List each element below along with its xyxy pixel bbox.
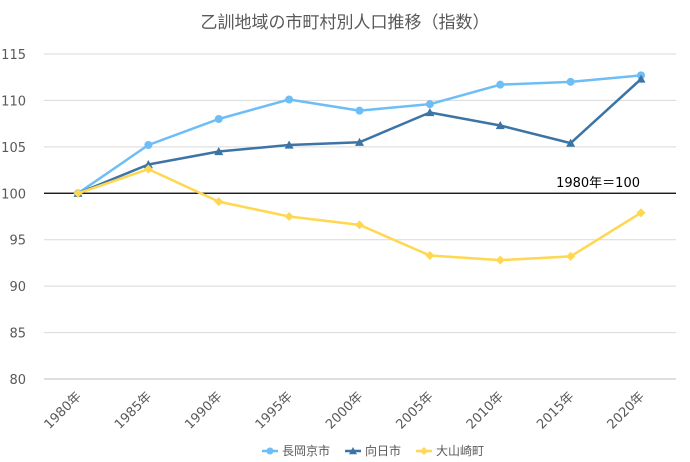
data-point bbox=[496, 80, 505, 89]
data-point bbox=[284, 212, 294, 221]
x-tick-label: 2015年 bbox=[534, 389, 577, 432]
legend-item: 向日市 bbox=[345, 443, 401, 458]
x-tick-label: 1990年 bbox=[182, 389, 225, 432]
legend-marker bbox=[266, 447, 274, 455]
data-point bbox=[495, 255, 505, 265]
legend-item: 長岡京市 bbox=[262, 443, 330, 458]
legend-marker bbox=[420, 447, 428, 455]
y-tick-label: 105 bbox=[1, 141, 26, 156]
data-point bbox=[355, 137, 364, 146]
y-tick-label: 90 bbox=[9, 280, 26, 295]
data-point bbox=[425, 251, 435, 260]
reference-line-label: 1980年＝100 bbox=[556, 176, 640, 191]
data-point bbox=[285, 95, 294, 104]
data-point bbox=[636, 74, 646, 83]
gridlines bbox=[44, 53, 676, 380]
y-tick-label: 100 bbox=[1, 187, 26, 202]
chart-title: 乙訓地域の市町村別人口推移（指数） bbox=[201, 13, 490, 33]
x-tick-label: 2010年 bbox=[464, 389, 507, 432]
series-2 bbox=[73, 164, 646, 265]
x-tick-label: 2005年 bbox=[394, 389, 437, 432]
legend-item: 大山崎町 bbox=[416, 444, 484, 458]
x-tick-label: 1980年 bbox=[42, 389, 85, 432]
x-tick-label: 2000年 bbox=[323, 389, 366, 432]
data-point bbox=[495, 121, 505, 130]
y-tick-label: 85 bbox=[9, 327, 26, 342]
data-point bbox=[143, 164, 153, 174]
y-tick-label: 110 bbox=[1, 94, 26, 109]
legend: 長岡京市 向日市 大山崎町 bbox=[262, 443, 484, 458]
legend-label: 長岡京市 bbox=[282, 443, 330, 458]
data-point bbox=[566, 251, 576, 261]
data-point bbox=[284, 140, 294, 149]
legend-label: 大山崎町 bbox=[436, 444, 484, 458]
reference-line-group: 1980年＝100 bbox=[44, 176, 676, 194]
y-tick-label: 95 bbox=[9, 234, 26, 249]
data-point bbox=[425, 100, 434, 109]
data-point bbox=[73, 188, 83, 198]
legend-marker bbox=[349, 447, 357, 455]
x-tick-label: 1985年 bbox=[112, 389, 155, 432]
y-axis-tick-labels: 80 85 90 95 100 105 110 115 bbox=[1, 48, 26, 388]
data-point bbox=[355, 220, 364, 230]
x-tick-label: 2020年 bbox=[605, 389, 648, 432]
y-tick-label: 115 bbox=[1, 48, 26, 63]
data-point bbox=[355, 106, 364, 115]
legend-label: 向日市 bbox=[365, 443, 401, 458]
x-axis-tick-labels: 1980年 1985年 1990年 1995年 2000年 2005年 2010年 2015年… bbox=[42, 389, 648, 432]
data-point bbox=[143, 160, 153, 169]
y-tick-label: 80 bbox=[9, 373, 26, 388]
data-point bbox=[144, 141, 153, 149]
data-point bbox=[636, 208, 646, 218]
data-point bbox=[214, 115, 223, 123]
data-point bbox=[566, 138, 576, 147]
data-point bbox=[214, 197, 224, 207]
data-point bbox=[566, 77, 575, 86]
series-lines bbox=[73, 71, 646, 265]
data-point bbox=[214, 147, 224, 156]
x-tick-label: 1995年 bbox=[253, 389, 296, 432]
data-point bbox=[425, 108, 435, 117]
